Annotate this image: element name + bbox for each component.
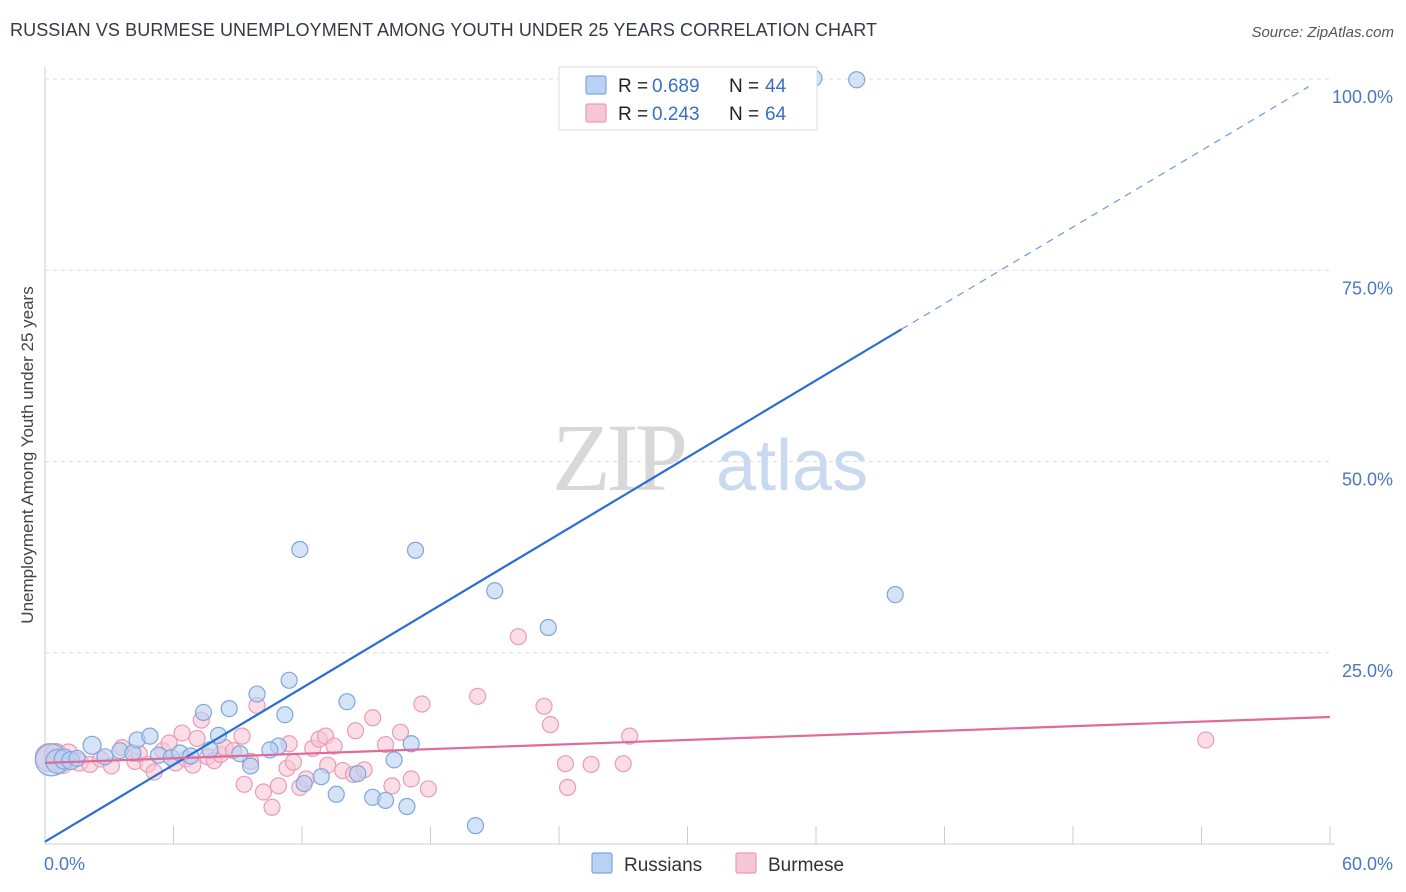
- burmese-point: [469, 687, 487, 705]
- x-tick-label-min: 0.0%: [44, 854, 85, 874]
- burmese-point: [1197, 731, 1215, 749]
- burmese-point: [269, 777, 288, 795]
- burmese-point: [325, 737, 343, 755]
- legend-swatch-russians: [585, 75, 607, 95]
- series-legend: Russians Burmese: [591, 852, 844, 876]
- russians-point: [68, 749, 86, 767]
- burmese-point: [402, 770, 420, 788]
- legend-swatch-burmese: [585, 103, 607, 123]
- trend-lines: [44, 86, 1331, 843]
- burmese-point: [419, 780, 437, 798]
- y-tick-label-25: 25.0%: [1342, 661, 1393, 681]
- stats-legend: R = 0.689 N = 44 R = 0.243 N = 64: [558, 66, 818, 131]
- chart-title: RUSSIAN VS BURMESE UNEMPLOYMENT AMONG YO…: [10, 20, 878, 40]
- burmese-point: [614, 755, 632, 773]
- legend-n-label-russians: N =: [729, 76, 759, 97]
- bottom-legend-swatch-russians: [591, 852, 613, 874]
- russians-point: [141, 727, 159, 745]
- chart-source: Source: ZipAtlas.com: [1251, 24, 1394, 41]
- bottom-legend-swatch-burmese: [735, 852, 757, 874]
- burmese-point: [535, 697, 553, 715]
- x-tick-label-max: 60.0%: [1342, 854, 1393, 874]
- legend-n-value-burmese: 64: [765, 104, 787, 125]
- russians-trend-extension: [901, 86, 1309, 330]
- burmese-point: [413, 695, 431, 713]
- burmese-point: [376, 735, 395, 754]
- watermark-atlas: atlas: [716, 426, 868, 506]
- russians-points: [34, 69, 904, 835]
- russians-point: [338, 693, 356, 711]
- russians-point: [402, 735, 420, 753]
- russians-point: [295, 774, 313, 793]
- watermark-zip: ZIP: [552, 404, 685, 511]
- russians-point: [194, 703, 213, 722]
- y-tick-label-50: 50.0%: [1342, 470, 1393, 490]
- y-tick-labels: 25.0% 50.0% 75.0% 100.0%: [1332, 87, 1393, 681]
- burmese-point: [383, 777, 401, 795]
- russians-point: [96, 748, 114, 766]
- russians-point: [349, 765, 367, 783]
- x-tick-labels: 0.0% 60.0%: [44, 854, 1393, 874]
- russians-point: [398, 797, 416, 816]
- russians-point: [886, 586, 904, 604]
- axes: [44, 67, 1335, 845]
- burmese-point: [541, 716, 560, 734]
- legend-r-value-russians: 0.689: [652, 76, 700, 97]
- burmese-point: [346, 722, 365, 740]
- russians-point: [312, 768, 330, 786]
- burmese-points: [34, 628, 1215, 816]
- russians-trend-line: [44, 328, 903, 843]
- bottom-legend-label-russians: Russians: [624, 855, 702, 876]
- burmese-point: [582, 755, 600, 774]
- grid-lines: [45, 78, 1330, 654]
- burmese-point: [364, 709, 382, 727]
- russians-point: [385, 751, 403, 769]
- burmese-point: [235, 775, 253, 793]
- burmese-point: [509, 628, 527, 646]
- y-tick-label-75: 75.0%: [1342, 278, 1393, 298]
- burmese-point: [621, 727, 639, 745]
- russians-point: [242, 757, 260, 775]
- watermark: ZIP atlas: [552, 404, 868, 511]
- burmese-point: [556, 755, 575, 773]
- burmese-point: [188, 729, 206, 748]
- russians-point: [327, 785, 345, 803]
- legend-r-label-burmese: R =: [618, 104, 648, 125]
- russians-point: [376, 791, 395, 809]
- russians-point: [82, 735, 102, 755]
- russians-point: [231, 745, 249, 763]
- russians-point: [276, 706, 294, 724]
- burmese-point: [254, 783, 273, 801]
- legend-n-value-russians: 44: [765, 76, 787, 97]
- russians-point: [291, 540, 309, 559]
- burmese-point: [558, 778, 577, 796]
- russians-point: [848, 71, 866, 89]
- y-tick-label-100: 100.0%: [1332, 87, 1393, 107]
- burmese-point: [173, 724, 191, 742]
- russians-point: [466, 817, 485, 835]
- bottom-legend-label-burmese: Burmese: [768, 855, 844, 876]
- burmese-trend-line: [44, 715, 1331, 765]
- legend-n-label-burmese: N =: [729, 104, 759, 125]
- burmese-point: [391, 723, 410, 741]
- burmese-point: [233, 727, 251, 745]
- legend-r-label-russians: R =: [618, 76, 648, 97]
- burmese-point: [284, 753, 303, 771]
- burmese-point: [263, 798, 281, 816]
- legend-r-value-burmese: 0.243: [652, 104, 700, 125]
- russians-point: [220, 699, 238, 718]
- russians-point: [486, 582, 504, 600]
- russians-point: [539, 618, 557, 637]
- russians-point: [280, 671, 298, 689]
- russians-point: [248, 685, 266, 703]
- russians-point: [406, 541, 425, 559]
